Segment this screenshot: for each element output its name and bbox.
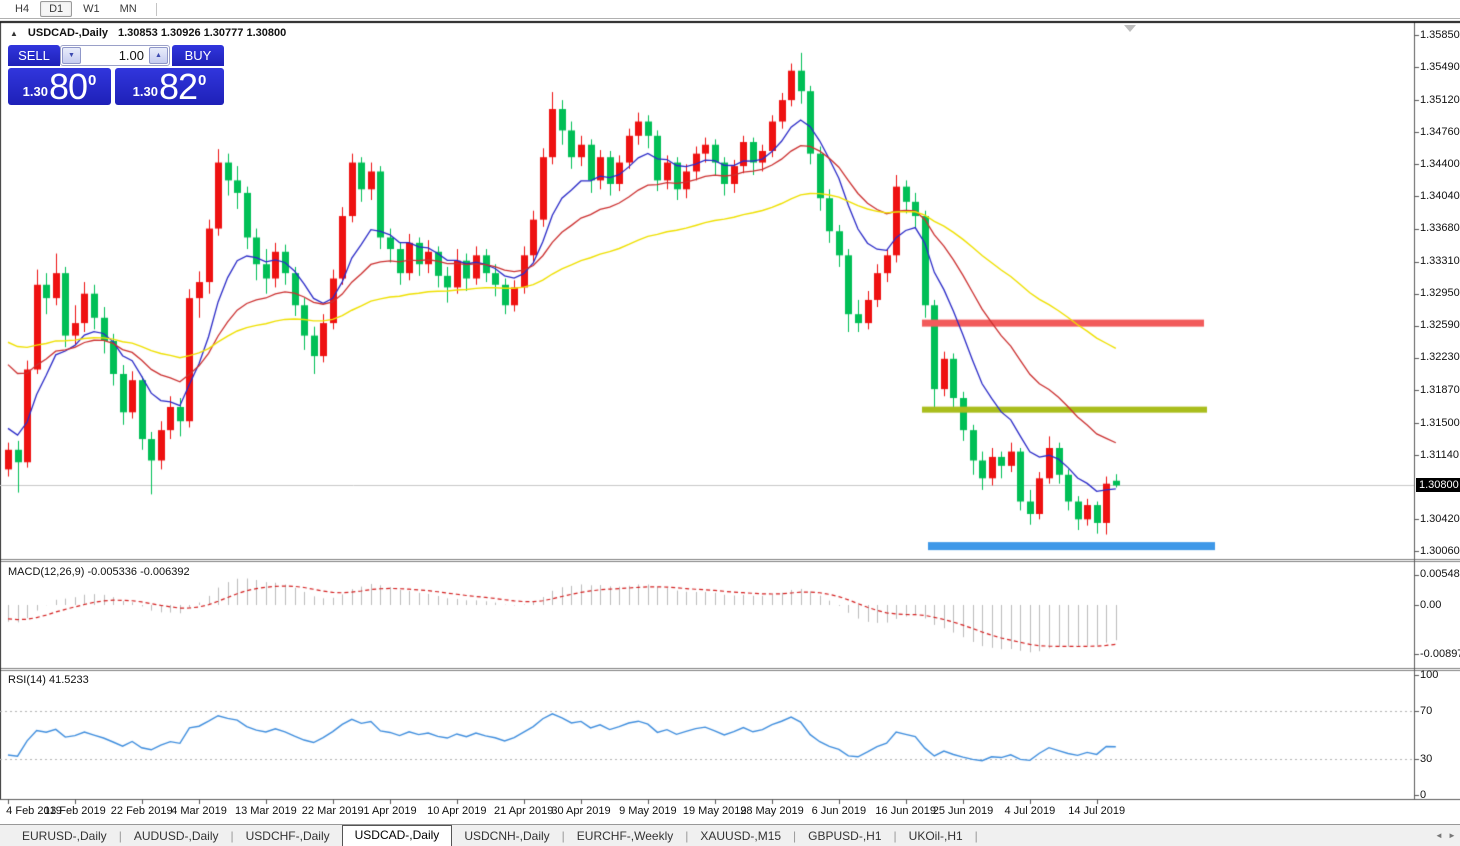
- date-axis-label: 13 Mar 2019: [234, 805, 297, 817]
- toolbar-separator: [155, 2, 157, 16]
- timeframe-d1[interactable]: D1: [40, 1, 73, 17]
- price-axis-label: 1.34760: [1420, 125, 1460, 138]
- date-axis-label: 9 May 2019: [619, 805, 677, 817]
- timeframe-h4[interactable]: H4: [15, 3, 30, 15]
- date-axis-label: 4 Mar 2019: [171, 805, 227, 817]
- price-axis-label: 1.31870: [1420, 383, 1460, 396]
- price-axis-label: 1.35120: [1420, 93, 1460, 106]
- price-axis-label: 1.33310: [1420, 255, 1460, 268]
- price-axis-label: 1.33680: [1420, 222, 1460, 235]
- tab-divider: |: [561, 829, 565, 843]
- date-axis-label: 16 Jun 2019: [875, 805, 936, 817]
- macd-axis-label: 0.005484: [1420, 568, 1460, 581]
- timeframe-w1[interactable]: W1: [83, 3, 100, 15]
- date-axis-label: 25 Jun 2019: [932, 805, 994, 817]
- date-axis-label: 14 Jul 2019: [1068, 805, 1126, 817]
- sell-button[interactable]: SELL: [8, 45, 60, 66]
- chart-tab-gbpusd-h1[interactable]: GBPUSD-,H1: [808, 829, 882, 843]
- current-price-tag: 1.30800: [1416, 478, 1460, 493]
- chart-tab-usdcnh-daily[interactable]: USDCNH-,Daily: [464, 829, 550, 843]
- rsi-indicator-label: RSI(14) 41.5233: [8, 674, 89, 686]
- price-axis-label: 1.32590: [1420, 319, 1460, 332]
- price-axis-label: 1.35850: [1420, 28, 1460, 41]
- date-axis-label: 19 May 2019: [682, 805, 747, 817]
- tab-divider: |: [685, 829, 689, 843]
- volume-decrease-icon[interactable]: ▼: [62, 47, 81, 64]
- price-axis-label: 1.30420: [1420, 512, 1460, 525]
- bid-prefix: 1.30: [22, 84, 48, 99]
- price-axis-label: 1.30060: [1420, 544, 1460, 557]
- date-axis-label: 1 Apr 2019: [363, 805, 417, 817]
- date-axis-label: 13 Feb 2019: [43, 805, 106, 817]
- chart-tab-xauusd-m15[interactable]: XAUUSD-,M15: [700, 829, 782, 843]
- chart-tab-audusd-daily[interactable]: AUDUSD-,Daily: [133, 829, 219, 843]
- timeframe-toolbar: H4 D1 W1 MN: [0, 0, 1460, 19]
- chart-shift-marker-icon[interactable]: [1124, 25, 1136, 32]
- volume-input[interactable]: [82, 48, 148, 63]
- date-axis-label: 30 Apr 2019: [551, 805, 611, 817]
- rsi-axis-label: 100: [1420, 668, 1439, 681]
- tab-divider: |: [793, 829, 797, 843]
- date-axis-label: 10 Apr 2019: [427, 805, 487, 817]
- date-axis-label: 6 Jun 2019: [811, 805, 867, 817]
- timeframe-bar: H4 D1 W1 MN: [6, 1, 148, 17]
- price-axis-label: 1.32950: [1420, 287, 1460, 300]
- ask-pip-digit: 0: [198, 72, 207, 89]
- date-axis-label: 22 Mar 2019: [301, 805, 364, 817]
- tab-divider: |: [230, 829, 234, 843]
- tab-scroll-left-icon[interactable]: ◄: [1435, 830, 1443, 840]
- macd-axis-label: -0.008973: [1420, 647, 1460, 660]
- volume-increase-icon[interactable]: ▲: [149, 47, 168, 64]
- volume-stepper: ▼ ▲: [60, 45, 170, 66]
- chart-tab-bar: EURUSD-,Daily | AUDUSD-,Daily | USDCHF-,Dail…: [0, 824, 1460, 846]
- price-axis-label: 1.32230: [1420, 351, 1460, 364]
- date-axis-label: 4 Feb 2019: [6, 805, 62, 817]
- price-axis-label: 1.31500: [1420, 416, 1460, 429]
- rsi-axis-label: 30: [1420, 752, 1433, 765]
- collapse-icon[interactable]: ▲: [10, 28, 18, 38]
- date-axis-label: 28 May 2019: [740, 805, 804, 817]
- tab-divider: |: [118, 829, 122, 843]
- ask-prefix: 1.30: [132, 84, 158, 99]
- chart-tab-eurchf-weekly[interactable]: EURCHF-,Weekly: [576, 829, 674, 843]
- macd-axis-label: 0.00: [1420, 598, 1442, 611]
- price-axis-label: 1.31140: [1420, 448, 1459, 461]
- chart-header: ▲ USDCAD-,Daily 1.30853 1.30926 1.30777 …: [10, 27, 286, 39]
- chart-ohlc-values: 1.30853 1.30926 1.30777 1.30800: [118, 27, 287, 39]
- price-axis-label: 1.35490: [1420, 60, 1460, 73]
- date-axis-label: 21 Apr 2019: [494, 805, 554, 817]
- price-axis-label: 1.34400: [1420, 157, 1460, 170]
- date-axis-label: 4 Jul 2019: [1004, 805, 1056, 817]
- ask-big-digits: 82: [158, 66, 198, 107]
- date-axis-label: 22 Feb 2019: [110, 805, 173, 817]
- buy-button[interactable]: BUY: [172, 45, 224, 66]
- tab-scroll-right-icon[interactable]: ►: [1448, 830, 1456, 840]
- bid-pip-digit: 0: [88, 72, 97, 89]
- chart-tab-eurusd-daily[interactable]: EURUSD-,Daily: [22, 829, 107, 843]
- rsi-axis-label: 70: [1420, 704, 1433, 717]
- tab-divider: |: [893, 829, 897, 843]
- rsi-axis-label: 0: [1420, 788, 1427, 801]
- bid-big-digits: 80: [48, 66, 88, 107]
- chart-tab-ukoil-h1[interactable]: UKOil-,H1: [908, 829, 963, 843]
- price-axis-label: 1.34040: [1420, 189, 1460, 202]
- tab-divider: |: [974, 829, 978, 843]
- chart-tab-usdcad-daily[interactable]: USDCAD-,Daily: [341, 825, 453, 846]
- chart-tab-usdchf-daily[interactable]: USDCHF-,Daily: [245, 829, 330, 843]
- chart-title: USDCAD-,Daily: [27, 27, 108, 39]
- macd-indicator-label: MACD(12,26,9) -0.005336 -0.006392: [8, 566, 190, 578]
- ask-price-button[interactable]: 1.30 82 0: [115, 68, 224, 105]
- bid-price-button[interactable]: 1.30 80 0: [8, 68, 111, 105]
- timeframe-mn[interactable]: MN: [119, 3, 137, 15]
